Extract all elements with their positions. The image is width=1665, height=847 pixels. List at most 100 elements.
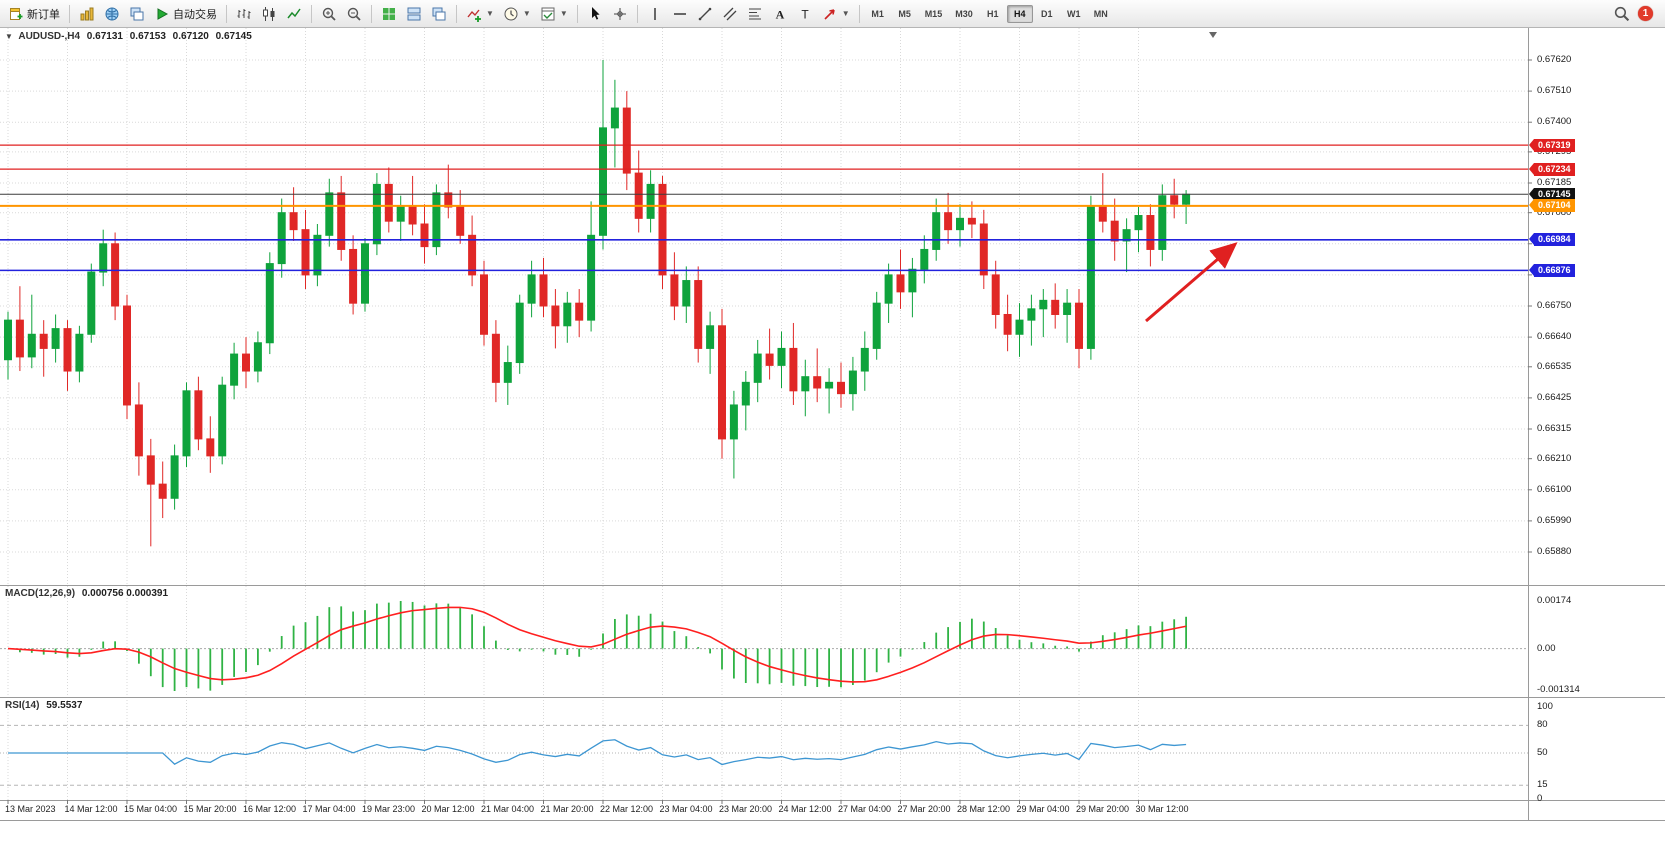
timeframe-w1-button[interactable]: W1 [1066, 8, 1081, 19]
time-axis-label: 27 Mar 04:00 [838, 804, 892, 814]
horizontal-line-objects[interactable] [0, 144, 1528, 272]
toolbar-separator [69, 4, 70, 23]
trend-arrow[interactable] [1145, 242, 1238, 323]
channel-icon [722, 6, 738, 22]
price-axis-label: 0.66425 [1537, 391, 1572, 403]
crosshair-button[interactable] [608, 0, 632, 28]
periods-button[interactable]: ▼ [499, 0, 535, 28]
rsi-axis-label: 15 [1537, 779, 1548, 791]
clock-icon [503, 6, 519, 22]
macd-header: MACD(12,26,9) 0.000756 0.000391 [5, 588, 168, 599]
time-axis-label: 20 Mar 12:00 [421, 804, 475, 814]
time-axis-label: 29 Mar 20:00 [1076, 804, 1130, 814]
price-axis-label: 0.66535 [1537, 360, 1572, 372]
new-order-button[interactable]: 新订单 [4, 0, 64, 28]
zoom-in-button[interactable] [317, 0, 341, 28]
price-axis-label: 0.67400 [1537, 116, 1572, 128]
toolbar-buttons: 新订单 自动交易 ▼ ▼ ▼ A T ▼ [4, 0, 854, 28]
time-axis-label: 22 Mar 12:00 [600, 804, 654, 814]
candlestick-chart-button[interactable] [257, 0, 281, 28]
label-button[interactable]: T [793, 0, 817, 28]
template-icon [540, 6, 556, 22]
toolbar-separator [456, 4, 457, 23]
rsi-axis-label: 0 [1537, 793, 1543, 804]
macd-values: 0.000756 0.000391 [81, 588, 169, 599]
macd-indicator [0, 601, 1528, 691]
timeframe-m30-button[interactable]: M30 [955, 8, 973, 19]
timeframe-h1-button[interactable]: H1 [986, 8, 999, 19]
templates-button[interactable]: ▼ [536, 0, 572, 28]
timeframe-m5-button[interactable]: M5 [898, 8, 911, 19]
vline-icon [647, 6, 663, 22]
indicators-button[interactable]: ▼ [462, 0, 498, 28]
arrange-windows-button[interactable] [402, 0, 426, 28]
timeframe-mn-button[interactable]: MN [1093, 8, 1108, 19]
bars-icon [236, 6, 252, 22]
cascade-windows-button[interactable] [427, 0, 451, 28]
chart-area[interactable]: ▼ AUDUSD-,H4 0.67131 0.67153 0.67120 0.6… [0, 28, 1665, 847]
macd-axis-zero: 0.00 [1537, 642, 1556, 654]
auto-trading-button[interactable]: 自动交易 [150, 0, 221, 28]
chart-shift-marker[interactable] [1209, 32, 1217, 38]
time-axis-label: 16 Mar 12:00 [243, 804, 297, 814]
cursor-button[interactable] [583, 0, 607, 28]
channel-button[interactable] [718, 0, 742, 28]
arrow-objects-button[interactable]: ▼ [818, 0, 854, 28]
price-tag-resistance-1: 0.67319 [1529, 138, 1575, 152]
vertical-line-button[interactable] [643, 0, 667, 28]
text-button[interactable]: A [768, 0, 792, 28]
price-tag-pivot: 0.67104 [1529, 199, 1575, 213]
price-tag-support-2: 0.66876 [1529, 263, 1575, 277]
chart-canvas[interactable] [0, 28, 1665, 847]
timeframe-m15-button[interactable]: M15 [924, 8, 943, 19]
market-watch-button[interactable] [100, 0, 124, 28]
time-axis-label: 14 Mar 12:00 [64, 804, 118, 814]
rsi-axis-label: 50 [1537, 747, 1548, 758]
low-value: 0.67120 [172, 31, 209, 42]
trendline-button[interactable] [693, 0, 717, 28]
horizontal-line-button[interactable] [668, 0, 692, 28]
time-axis-label: 19 Mar 23:00 [362, 804, 416, 814]
search-icon[interactable] [1613, 5, 1630, 22]
zoom-out-button[interactable] [342, 0, 366, 28]
high-value: 0.67153 [129, 31, 166, 42]
timeframe-m1-button[interactable]: M1 [871, 8, 884, 19]
globe-icon [104, 6, 120, 22]
tile-windows-button[interactable] [377, 0, 401, 28]
cascade-icon [431, 6, 447, 22]
timeframe-h4-button[interactable]: H4 [1006, 4, 1033, 23]
chart-gold-icon [79, 6, 95, 22]
collapse-ohlc-icon[interactable]: ▼ [5, 32, 13, 41]
text-a-icon: A [772, 6, 788, 22]
fibonacci-button[interactable] [743, 0, 767, 28]
dropdown-arrow-icon: ▼ [559, 9, 568, 18]
timeframe-switcher: M1 M5 M15 M30 H1 H4 D1 W1 MN [865, 4, 1114, 23]
play-icon [154, 6, 170, 22]
rsi-value: 59.5537 [46, 700, 83, 711]
charts-button[interactable] [75, 0, 99, 28]
svg-text:T: T [801, 7, 809, 21]
auto-trading-button-label: 自动交易 [173, 8, 217, 21]
bar-chart-button[interactable] [232, 0, 256, 28]
time-axis-label: 21 Mar 04:00 [481, 804, 535, 814]
macd-signal-line [7, 606, 1187, 683]
toolbar-separator [311, 4, 312, 23]
dropdown-arrow-icon: ▼ [522, 9, 531, 18]
cursor-icon [587, 6, 603, 22]
macd-axis-max: 0.00174 [1537, 595, 1572, 606]
notification-badge[interactable]: 1 [1638, 6, 1653, 21]
arrow-tool-icon [822, 6, 838, 22]
tile-icon [381, 6, 397, 22]
toolbar-separator [371, 4, 372, 23]
time-axis-label: 21 Mar 20:00 [540, 804, 594, 814]
price-axis-label: 0.65990 [1537, 514, 1572, 526]
line-chart-button[interactable] [282, 0, 306, 28]
price-axis-label: 0.66210 [1537, 452, 1572, 464]
terminal-button[interactable] [125, 0, 149, 28]
price-tag-current-price: 0.67145 [1529, 187, 1575, 201]
macd-title: MACD(12,26,9) [5, 588, 76, 599]
close-value: 0.67145 [215, 31, 252, 42]
price-axis-label: 0.66750 [1537, 299, 1572, 311]
price-axis-label: 0.65880 [1537, 545, 1572, 557]
timeframe-d1-button[interactable]: D1 [1040, 8, 1053, 19]
